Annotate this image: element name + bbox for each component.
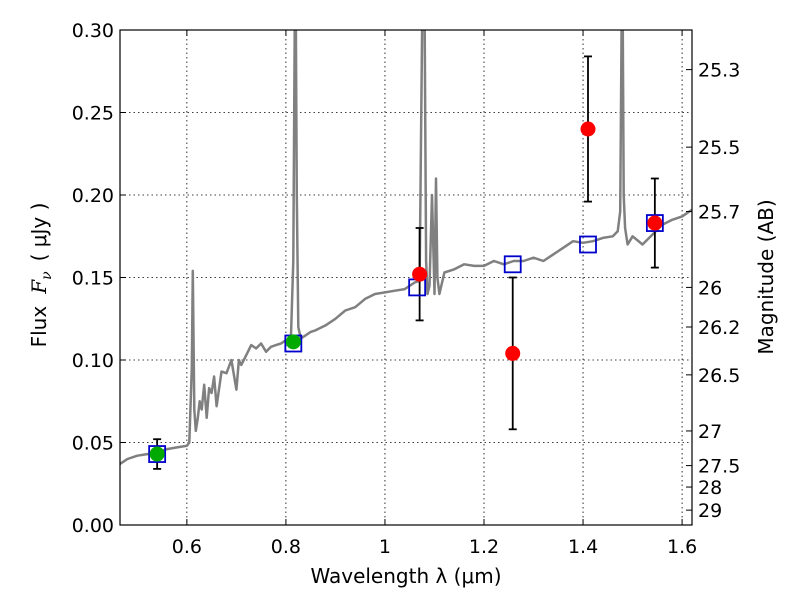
- x-tick-label: 0.6: [172, 536, 202, 558]
- y-axis-label-unit: ( μJy ): [27, 203, 51, 262]
- nir-data-point: [580, 121, 596, 137]
- x-tick-label: 0.8: [271, 536, 301, 558]
- right-axis-label: Magnitude (AB): [754, 199, 778, 354]
- series-layer: [120, 30, 692, 470]
- y-axis-label-subscript: ν: [39, 271, 55, 280]
- right-tick-label: 26: [698, 277, 722, 299]
- right-tick-label: 25.7: [698, 202, 740, 224]
- y-tick-label: 0.30: [72, 20, 114, 42]
- model-point-square: [148, 445, 167, 463]
- nir-data-point: [412, 266, 428, 282]
- y-axis-label-text: Flux: [27, 306, 51, 348]
- y-axis-label: Flux Fν ( μJy ): [27, 203, 55, 348]
- spectrum-line: [120, 30, 692, 465]
- y-tick-label: 0.15: [72, 268, 114, 290]
- x-tick-label: 1.4: [568, 536, 598, 558]
- right-tick-label: 26.2: [698, 317, 740, 339]
- right-tick-label: 28: [698, 477, 722, 499]
- right-tick-label: 25.5: [698, 137, 740, 159]
- x-tick-label: 1.6: [667, 536, 697, 558]
- right-tick-label: 27.5: [698, 456, 740, 478]
- y-tick-label: 0.05: [72, 433, 114, 455]
- grid-lines: [120, 30, 692, 525]
- model-point-square: [579, 235, 597, 254]
- model-point-square: [503, 255, 522, 274]
- right-tick-label: 26.5: [698, 365, 740, 387]
- nir-data-point: [505, 345, 521, 361]
- y-tick-label: 0.25: [72, 103, 114, 125]
- axis-ticks: 0.6 0.8 1 1.2 1.4 1.6 0.00 0.05 0.10 0.15 0.20 0.25…: [72, 20, 741, 558]
- right-tick-label: 29: [698, 500, 722, 522]
- optical-data-point: [285, 334, 301, 350]
- x-axis-label: Wavelength λ (μm): [310, 564, 501, 588]
- model-point-square: [645, 214, 664, 232]
- right-tick-label: 25.3: [698, 60, 740, 82]
- x-tick-label: 1.2: [469, 536, 499, 558]
- nir-data-point: [647, 215, 663, 231]
- y-axis-label-symbol: F: [27, 279, 51, 295]
- y-tick-label: 0.20: [72, 185, 114, 207]
- y-tick-label: 0.10: [72, 350, 114, 372]
- right-tick-label: 27: [698, 421, 722, 443]
- svg-text:FluxFν( μJy ): Flux Fν ( μJy ): [27, 203, 55, 348]
- x-tick-label: 1: [379, 536, 391, 558]
- y-tick-label: 0.00: [72, 515, 114, 537]
- optical-data-point: [149, 446, 165, 462]
